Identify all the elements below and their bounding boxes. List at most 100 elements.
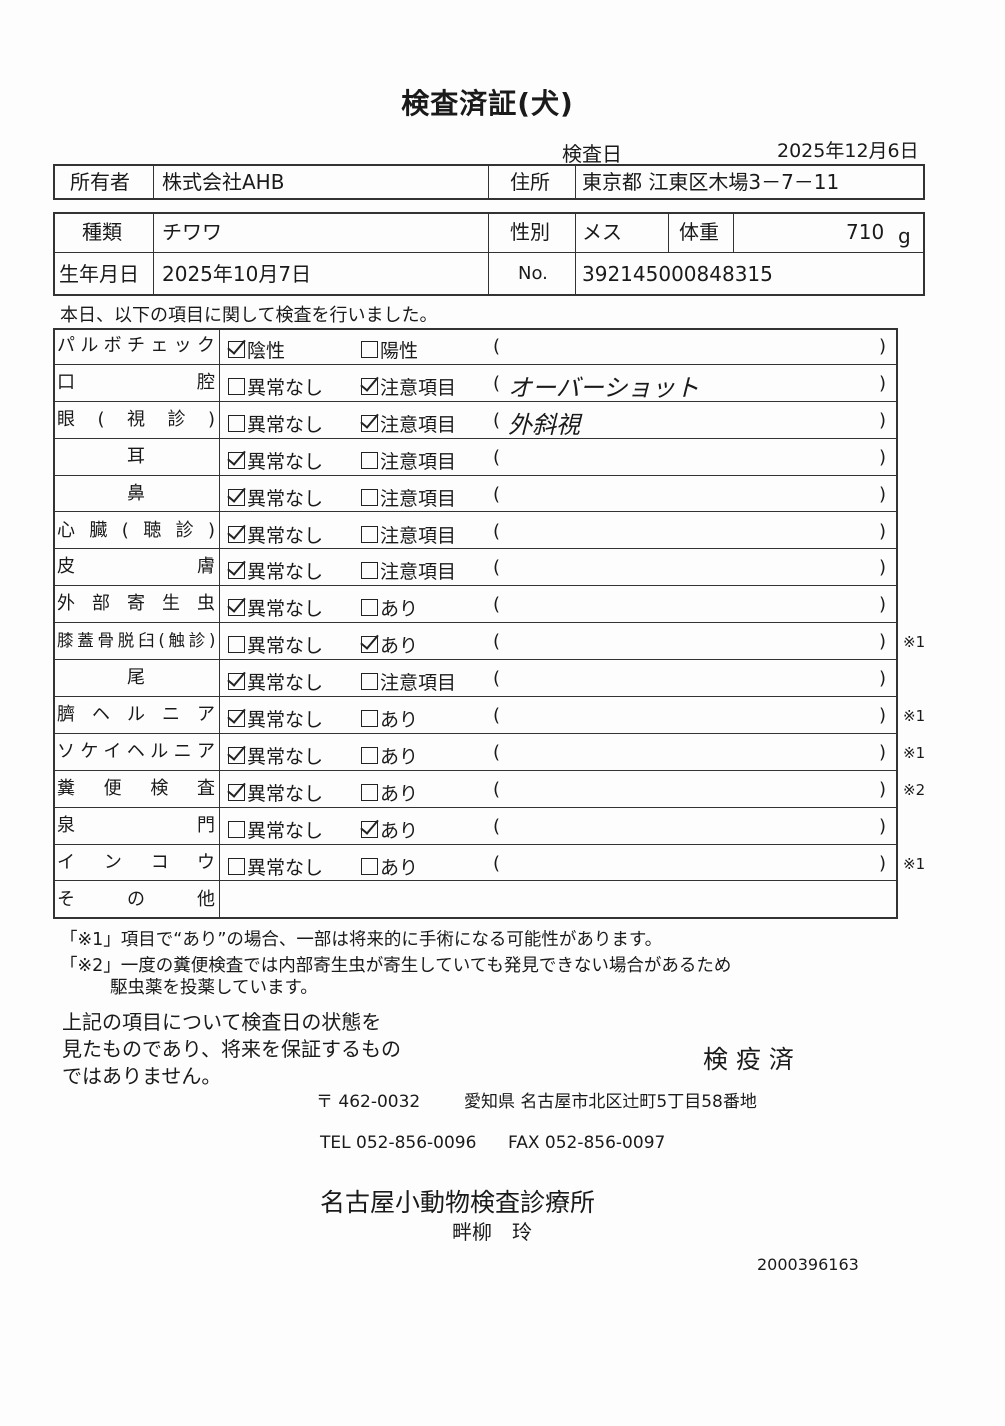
option-label: あり: [380, 598, 419, 621]
paren-close: ): [879, 409, 887, 431]
option-2[interactable]: 注意項目: [361, 557, 456, 584]
row-label: 皮膚: [57, 556, 215, 578]
paren-open: (: [493, 778, 501, 800]
quarantine-stamp: 検 疫 済: [703, 1045, 794, 1074]
address-label: 住所: [510, 170, 550, 194]
handwritten-remark: 外斜視: [508, 410, 580, 439]
checkbox[interactable]: [228, 710, 245, 727]
checkbox[interactable]: [228, 820, 245, 838]
divider: [53, 252, 925, 253]
checkbox[interactable]: [228, 857, 245, 875]
option-label: 異常なし: [247, 450, 324, 473]
divider: [153, 212, 154, 296]
checkbox[interactable]: [361, 488, 378, 506]
option-2[interactable]: 注意項目: [361, 521, 456, 548]
option-1[interactable]: 異常なし: [228, 557, 323, 584]
checkbox[interactable]: [361, 746, 378, 764]
checkbox[interactable]: [361, 636, 378, 654]
checkbox[interactable]: [361, 525, 378, 543]
clinic-name: 名古屋小動物検査診療所: [320, 1188, 596, 1217]
option-1[interactable]: 異常なし: [228, 521, 323, 548]
sex-label: 性別: [510, 220, 550, 244]
checkbox[interactable]: [361, 377, 378, 395]
paren-open: (: [493, 557, 501, 579]
checkbox[interactable]: [228, 783, 245, 801]
checkbox[interactable]: [361, 783, 378, 801]
option-1[interactable]: 異常なし: [228, 631, 323, 658]
checkbox[interactable]: [228, 414, 245, 432]
checkbox[interactable]: [361, 820, 378, 838]
checkbox[interactable]: [228, 451, 245, 469]
option-2[interactable]: 注意項目: [361, 373, 456, 400]
option-2[interactable]: あり: [361, 779, 418, 806]
option-1[interactable]: 異常なし: [228, 484, 323, 511]
checkbox[interactable]: [361, 673, 378, 691]
postal-code: 〒 462-0032: [316, 1092, 421, 1112]
option-1[interactable]: 異常なし: [228, 705, 323, 732]
paren-close: ): [879, 741, 887, 763]
inspection-row: 心臓(聴診) 異常なし 注意項目 (): [53, 513, 897, 550]
row-label: 膝蓋骨脱臼(触診): [57, 631, 216, 651]
checkbox[interactable]: [361, 857, 378, 875]
paren-open: (: [493, 705, 501, 726]
option-2[interactable]: 注意項目: [361, 484, 456, 511]
option-label: 異常なし: [247, 561, 324, 584]
option-1[interactable]: 陰性: [228, 336, 285, 363]
checkbox[interactable]: [361, 599, 378, 617]
inspection-row: 耳 異常なし 注意項目 (): [53, 439, 897, 476]
checkbox[interactable]: [228, 377, 245, 395]
option-2[interactable]: あり: [361, 631, 418, 658]
option-label: あり: [380, 856, 419, 879]
checkbox[interactable]: [228, 341, 245, 358]
checkbox[interactable]: [361, 451, 378, 469]
checkbox[interactable]: [361, 562, 378, 580]
tel: TEL 052-856-0096: [320, 1133, 477, 1153]
option-1[interactable]: 異常なし: [228, 816, 323, 843]
option-1[interactable]: 異常なし: [228, 373, 323, 400]
checkbox[interactable]: [228, 562, 245, 580]
option-1[interactable]: 異常なし: [228, 853, 323, 880]
option-2[interactable]: あり: [361, 594, 418, 621]
option-label: あり: [380, 745, 419, 768]
paren-close: ): [879, 668, 887, 690]
option-label: 注意項目: [380, 487, 457, 510]
option-1[interactable]: 異常なし: [228, 447, 323, 474]
checkbox[interactable]: [228, 746, 245, 764]
option-2[interactable]: あり: [361, 705, 418, 732]
option-label: 注意項目: [380, 524, 457, 547]
option-label: 異常なし: [247, 856, 324, 879]
option-1[interactable]: 異常なし: [228, 779, 323, 806]
checkbox[interactable]: [361, 710, 378, 727]
option-1[interactable]: 異常なし: [228, 742, 323, 769]
option-label: 異常なし: [247, 487, 324, 510]
option-2[interactable]: あり: [361, 853, 418, 880]
option-2[interactable]: あり: [361, 742, 418, 769]
option-2[interactable]: あり: [361, 816, 418, 843]
option-2[interactable]: 陽性: [361, 336, 418, 363]
paren-open: (: [493, 520, 501, 542]
option-1[interactable]: 異常なし: [228, 668, 323, 695]
checkbox[interactable]: [361, 414, 378, 432]
paren-open: (: [493, 409, 501, 431]
footnote-2: 「※2」一度の糞便検査では内部寄生虫が寄生していても発見できない場合があるため: [60, 956, 732, 976]
option-label: 異常なし: [247, 819, 324, 842]
option-1[interactable]: 異常なし: [228, 594, 323, 621]
number-value: 392145000848315: [582, 262, 773, 286]
paren-close: ): [879, 815, 887, 837]
owner-label: 所有者: [70, 170, 130, 194]
checkbox[interactable]: [228, 599, 245, 617]
checkbox[interactable]: [228, 488, 245, 506]
inspection-row: 糞便検査 異常なし あり () ※2: [53, 771, 925, 808]
checkbox[interactable]: [228, 636, 245, 654]
option-label: 注意項目: [380, 672, 457, 695]
option-2[interactable]: 注意項目: [361, 668, 456, 695]
checkbox[interactable]: [228, 673, 245, 691]
checkbox[interactable]: [228, 525, 245, 543]
footnote-2-cont: 駆虫薬を投薬しています。: [110, 978, 318, 998]
option-2[interactable]: 注意項目: [361, 447, 456, 474]
divider: [733, 212, 734, 252]
option-1[interactable]: 異常なし: [228, 410, 323, 437]
checkbox[interactable]: [361, 341, 378, 358]
option-2[interactable]: 注意項目: [361, 410, 456, 437]
paren-close: ): [879, 631, 887, 653]
